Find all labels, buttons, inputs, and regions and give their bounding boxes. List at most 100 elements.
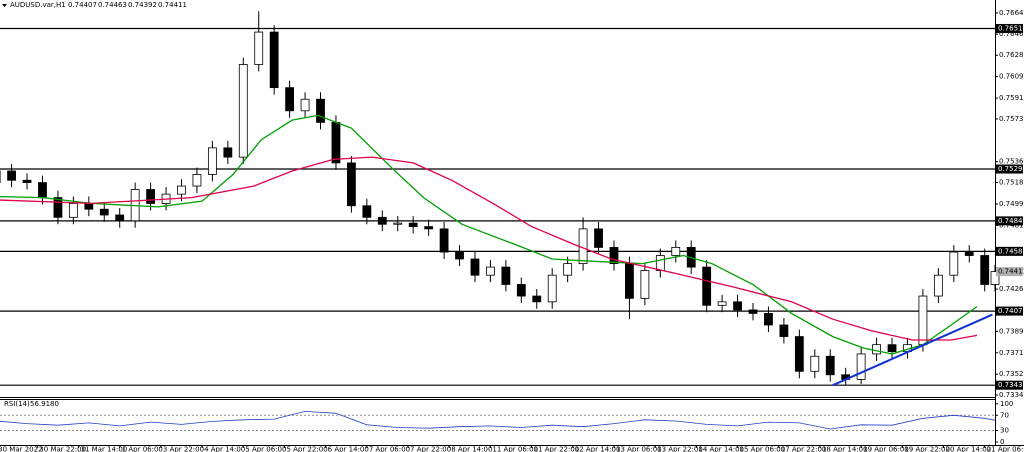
- y-tick-label: 0.73345: [999, 391, 1024, 399]
- candle-body: [316, 98, 325, 123]
- candle-body: [733, 301, 742, 311]
- x-tick-label: 21 Apr 06:00: [987, 446, 1024, 452]
- level-tag: [996, 246, 1023, 256]
- candle-body: [285, 87, 295, 112]
- candle-body: [872, 344, 881, 355]
- candle-body: [455, 251, 464, 260]
- candle-body: [269, 31, 279, 89]
- x-tick-label: 5 Apr 22:00: [286, 446, 327, 452]
- candle-body: [563, 263, 573, 276]
- current-price-label: 0.74411: [998, 268, 1024, 276]
- moving-average: [0, 114, 978, 355]
- x-tick-label: 1 Apr 06:00: [122, 446, 163, 452]
- chart-title: AUDUSD.var,H1: [10, 1, 66, 9]
- x-tick-label: 11 Apr 22:00: [534, 446, 580, 452]
- candle-body: [331, 121, 341, 164]
- rsi-tick-label: 70: [1000, 411, 1009, 419]
- level-tag: [996, 380, 1023, 390]
- x-tick-label: 8 Apr 14:00: [451, 446, 492, 452]
- candle-body: [887, 344, 897, 353]
- candle-body: [146, 189, 156, 204]
- x-tick-label: 11 Apr 06:00: [492, 446, 538, 452]
- candle-body: [254, 31, 264, 65]
- level-tag: [996, 216, 1023, 226]
- level-label: 0.76511: [998, 24, 1024, 32]
- ohlc-value: 0.74463: [98, 1, 127, 9]
- candle-body: [99, 208, 109, 216]
- candle-body: [486, 266, 495, 276]
- ohlc-value: 0.74407: [68, 1, 97, 9]
- candle-body: [933, 274, 943, 297]
- candle-body: [516, 284, 526, 297]
- candle-body: [640, 270, 650, 299]
- candle-body: [717, 301, 727, 306]
- candle-body: [625, 263, 634, 299]
- x-tick-label: 13 Apr 22:00: [657, 446, 703, 452]
- candle-body: [470, 258, 480, 276]
- x-tick-label: 15 Apr 06:00: [740, 446, 786, 452]
- candle-body: [177, 185, 186, 195]
- y-tick-label: 0.74995: [999, 200, 1024, 208]
- candle-body: [424, 226, 434, 230]
- x-tick-label: 19 Apr 22:00: [904, 446, 950, 452]
- candle-body: [362, 205, 372, 218]
- x-tick-label: 13 Apr 06:00: [616, 446, 662, 452]
- candle-body: [794, 336, 804, 372]
- level-label: 0.74586: [998, 247, 1024, 255]
- candle-body: [671, 247, 681, 256]
- candle-body: [393, 222, 403, 225]
- x-tick-label: 3 Apr 22:00: [163, 446, 204, 452]
- x-tick-label: 19 Apr 06:00: [863, 446, 909, 452]
- candle-body: [207, 147, 217, 175]
- candle-body: [223, 147, 233, 158]
- x-tick-label: 5 Apr 06:00: [245, 446, 286, 452]
- x-tick-label: 18 Apr 14:00: [822, 446, 868, 452]
- x-tick-label: 20 Apr 14:00: [946, 446, 992, 452]
- ohlc-value: 0.74411: [158, 1, 187, 9]
- x-tick-label: 30 Mar 2022: [0, 446, 43, 452]
- x-tick-label: 17 Apr 22:00: [781, 446, 827, 452]
- x-tick-label: 6 Apr 14:00: [328, 446, 369, 452]
- candle-body: [501, 266, 511, 285]
- candle-body: [949, 251, 959, 276]
- rsi-tick-label: 30: [1000, 427, 1009, 435]
- candle-body: [347, 162, 356, 207]
- candle-body: [192, 174, 202, 187]
- candle-body: [84, 203, 94, 210]
- rsi-line: [0, 410, 996, 430]
- candle-body: [300, 98, 310, 112]
- candle-body: [810, 355, 820, 372]
- candle-body: [408, 222, 418, 227]
- candle-body: [779, 324, 789, 337]
- x-tick-label: 12 Apr 14:00: [575, 446, 621, 452]
- y-tick-label: 0.76462: [999, 30, 1024, 38]
- trend-line: [832, 313, 993, 387]
- y-tick-label: 0.76645: [999, 9, 1024, 17]
- rsi-name: RSI(14): [4, 400, 30, 408]
- candle-body: [702, 266, 712, 306]
- level-label: 0.75297: [998, 165, 1024, 173]
- candle-body: [53, 197, 63, 218]
- candle-body: [68, 203, 78, 218]
- candle-body: [547, 274, 557, 303]
- level-label: 0.74849: [998, 217, 1024, 225]
- level-tag: [996, 23, 1023, 33]
- candle-body: [532, 295, 542, 303]
- candle-body: [964, 251, 974, 256]
- x-tick-label: 4 Apr 14:00: [204, 446, 245, 452]
- menu-arrow[interactable]: [2, 4, 7, 7]
- x-tick-label: 14 Apr 14:00: [698, 446, 744, 452]
- ohlc-value: 0.74392: [128, 1, 157, 9]
- level-tag: [996, 164, 1023, 174]
- x-tick-label: 7 Apr 06:00: [369, 446, 410, 452]
- level-tag: [996, 306, 1023, 316]
